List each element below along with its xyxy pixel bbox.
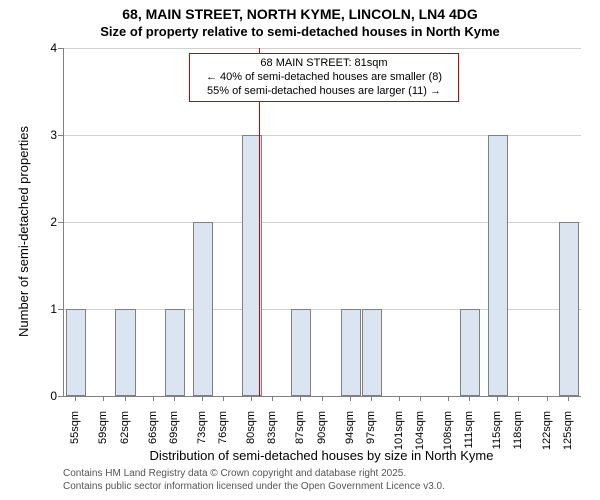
x-tick-label: 125sqm — [562, 411, 574, 461]
y-tick-label: 4 — [50, 41, 57, 55]
x-tick-label: 111sqm — [463, 411, 475, 461]
x-tick-label: 76sqm — [217, 411, 229, 461]
y-tick-label: 2 — [50, 215, 57, 229]
y-axis-label: Number of semi-detached properties — [16, 126, 31, 337]
x-tick-label: 80sqm — [245, 411, 257, 461]
x-tick-label: 62sqm — [119, 411, 131, 461]
x-tick-label: 118sqm — [512, 411, 524, 461]
bar — [291, 309, 311, 396]
x-tick-mark — [568, 396, 569, 401]
x-tick-label: 108sqm — [442, 411, 454, 461]
x-tick-mark — [300, 396, 301, 401]
x-tick-label: 101sqm — [393, 411, 405, 461]
x-tick-mark — [399, 396, 400, 401]
x-tick-mark — [223, 396, 224, 401]
bar — [193, 222, 213, 396]
x-tick-label: 73sqm — [196, 411, 208, 461]
bar — [460, 309, 480, 396]
plot-area: 68 MAIN STREET: 81sqm ← 40% of semi-deta… — [63, 48, 581, 397]
x-tick-mark — [153, 396, 154, 401]
annotation-line2: ← 40% of semi-detached houses are smalle… — [196, 71, 452, 85]
x-tick-mark — [448, 396, 449, 401]
x-tick-mark — [350, 396, 351, 401]
x-tick-mark — [125, 396, 126, 401]
attribution-line1: Contains HM Land Registry data © Crown c… — [63, 468, 445, 481]
x-tick-label: 115sqm — [491, 411, 503, 461]
x-tick-mark — [103, 396, 104, 401]
annotation-line1: 68 MAIN STREET: 81sqm — [196, 57, 452, 71]
bar — [66, 309, 86, 396]
annotation-box: 68 MAIN STREET: 81sqm ← 40% of semi-deta… — [189, 53, 459, 102]
attribution-text: Contains HM Land Registry data © Crown c… — [63, 468, 445, 493]
x-tick-mark — [547, 396, 548, 401]
attribution-line2: Contains public sector information licen… — [63, 481, 445, 494]
bar — [488, 135, 508, 396]
x-tick-label: 97sqm — [365, 411, 377, 461]
x-tick-label: 59sqm — [97, 411, 109, 461]
chart-title-line1: 68, MAIN STREET, NORTH KYME, LINCOLN, LN… — [0, 6, 600, 22]
x-tick-mark — [75, 396, 76, 401]
x-tick-mark — [497, 396, 498, 401]
x-tick-label: 90sqm — [316, 411, 328, 461]
x-tick-mark — [272, 396, 273, 401]
y-tick-label: 3 — [50, 128, 57, 142]
x-tick-mark — [322, 396, 323, 401]
x-tick-label: 55sqm — [69, 411, 81, 461]
x-tick-label: 87sqm — [294, 411, 306, 461]
x-tick-label: 69sqm — [168, 411, 180, 461]
x-tick-label: 94sqm — [344, 411, 356, 461]
bar — [165, 309, 185, 396]
x-tick-mark — [518, 396, 519, 401]
gridline — [64, 48, 581, 49]
x-tick-mark — [174, 396, 175, 401]
bar — [559, 222, 579, 396]
annotation-line3: 55% of semi-detached houses are larger (… — [196, 85, 452, 99]
y-tick-mark — [58, 309, 63, 310]
y-tick-mark — [58, 135, 63, 136]
x-tick-mark — [420, 396, 421, 401]
x-tick-mark — [371, 396, 372, 401]
y-tick-label: 1 — [50, 302, 57, 316]
x-tick-label: 83sqm — [266, 411, 278, 461]
x-tick-label: 66sqm — [147, 411, 159, 461]
x-tick-mark — [251, 396, 252, 401]
chart-title-line2: Size of property relative to semi-detach… — [0, 24, 600, 39]
x-tick-label: 122sqm — [541, 411, 553, 461]
y-tick-mark — [58, 396, 63, 397]
x-tick-label: 104sqm — [414, 411, 426, 461]
x-tick-mark — [202, 396, 203, 401]
bar — [341, 309, 361, 396]
bar — [115, 309, 135, 396]
x-tick-mark — [469, 396, 470, 401]
y-tick-label: 0 — [50, 389, 57, 403]
y-tick-mark — [58, 222, 63, 223]
bar — [362, 309, 382, 396]
y-tick-mark — [58, 48, 63, 49]
